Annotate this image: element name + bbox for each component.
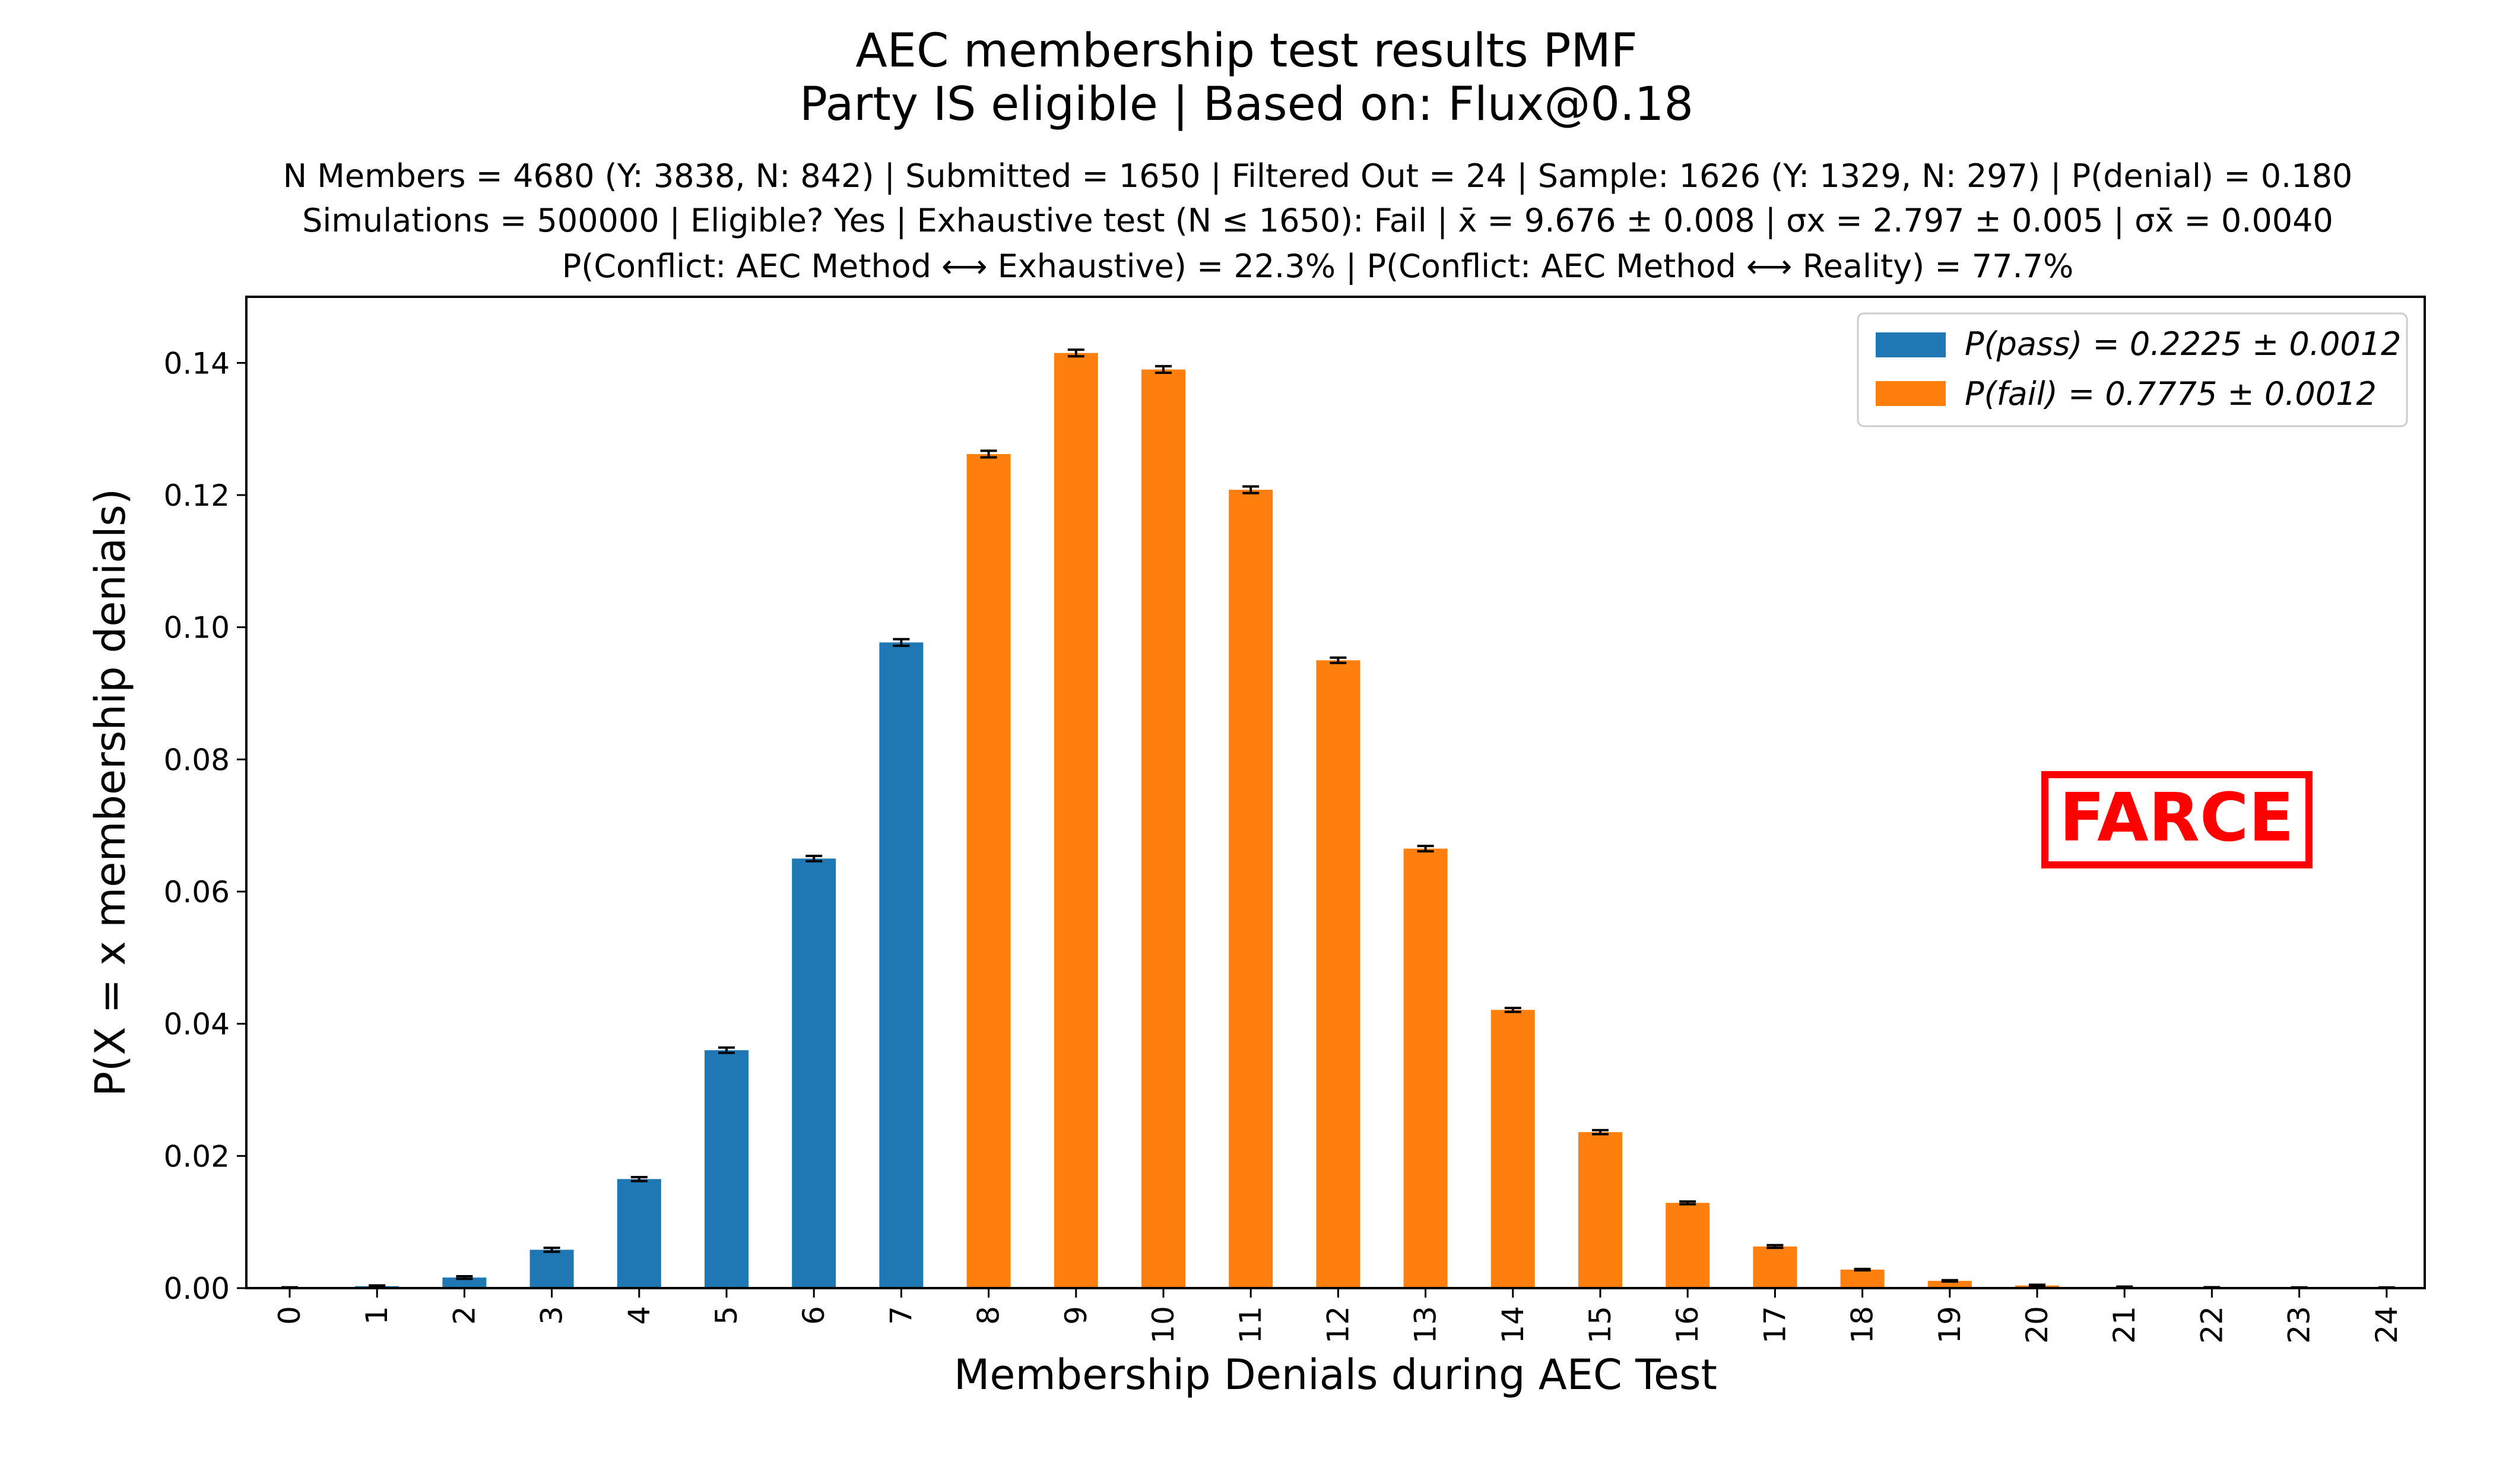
x-tick-label: 19: [1933, 1306, 1967, 1344]
bar-12: [1316, 660, 1360, 1288]
x-tick-label: 6: [797, 1306, 831, 1325]
bar-13: [1403, 848, 1448, 1288]
x-tick-label: 4: [622, 1306, 656, 1325]
x-tick-label: 0: [272, 1306, 307, 1325]
x-tick-label: 23: [2282, 1306, 2317, 1344]
x-tick-label: 14: [1496, 1306, 1530, 1344]
plot-frame: [245, 296, 2426, 1289]
legend-label-pass: P(pass) = 0.2225 ± 0.0012: [1965, 325, 2401, 363]
y-tick-label: 0.14: [164, 346, 230, 380]
farce-stamp-border: [2041, 771, 2313, 868]
y-tick-label: 0.02: [164, 1139, 230, 1174]
bar-18: [1840, 1269, 1885, 1288]
chart-title-line2: Party IS eligible | Based on: Flux@0.18: [800, 78, 1693, 131]
bar-17: [1753, 1246, 1797, 1288]
x-axis: 0 1 2 3 4 5 6 7 8 9 10 11 12 13 14 15 16 17 18 19 20 21 22 23 24: [272, 1288, 2404, 1344]
bar-10: [1141, 369, 1185, 1288]
x-tick-label: 16: [1670, 1306, 1705, 1344]
legend-box: [1857, 312, 2408, 427]
x-tick-label: 7: [884, 1306, 918, 1325]
x-tick-label: 5: [709, 1306, 744, 1325]
chart-subtitle-line2: Simulations = 500000 | Eligible? Yes | E…: [302, 202, 2333, 239]
x-tick-label: 1: [360, 1306, 394, 1325]
bar-16: [1666, 1203, 1710, 1288]
chart-title: AEC membership test results PMF: [855, 24, 1637, 78]
farce-stamp: FARCE: [2041, 771, 2313, 868]
y-tick-label: 0.12: [164, 478, 230, 513]
x-tick-label: 15: [1583, 1306, 1617, 1344]
bar-2: [442, 1277, 487, 1288]
x-tick-label: 8: [972, 1306, 1006, 1325]
legend-label-fail: P(fail) = 0.7775 ± 0.0012: [1965, 375, 2377, 413]
y-tick-label: 0.10: [164, 611, 230, 645]
bar-9: [1054, 353, 1098, 1289]
legend-swatch-pass: [1876, 332, 1946, 357]
chart-subtitle-line3: P(Conflict: AEC Method ⟷ Exhaustive) = 2…: [562, 248, 2074, 285]
y-tick-label: 0.00: [164, 1271, 230, 1306]
x-tick-label: 2: [447, 1306, 481, 1325]
y-axis-label: P(X = x membership denials): [86, 489, 135, 1096]
chart-subtitle-line1: N Members = 4680 (Y: 3838, N: 842) | Sub…: [283, 157, 2353, 195]
y-tick-label: 0.04: [164, 1007, 230, 1042]
x-tick-label: 22: [2194, 1306, 2229, 1344]
farce-stamp-text: FARCE: [2059, 779, 2294, 857]
bar-15: [1578, 1132, 1622, 1288]
x-tick-label: 3: [535, 1306, 569, 1325]
x-tick-label: 11: [1233, 1306, 1268, 1344]
bar-14: [1490, 1010, 1535, 1288]
bar-19: [1927, 1280, 1972, 1288]
bars-group: [268, 353, 2409, 1289]
x-tick-label: 21: [2107, 1306, 2142, 1344]
x-tick-label: 9: [1059, 1306, 1093, 1325]
bar-6: [792, 858, 836, 1288]
bar-3: [529, 1250, 574, 1288]
x-tick-label: 24: [2370, 1306, 2404, 1344]
x-tick-label: 10: [1146, 1306, 1181, 1344]
bar-5: [705, 1050, 748, 1288]
legend-swatch-fail: [1876, 381, 1946, 406]
bar-4: [617, 1179, 661, 1288]
x-tick-label: 20: [2020, 1306, 2054, 1344]
x-tick-label: 13: [1409, 1306, 1443, 1344]
bar-11: [1229, 490, 1273, 1289]
x-tick-label: 12: [1321, 1306, 1355, 1344]
y-tick-label: 0.06: [164, 875, 230, 909]
x-axis-label: Membership Denials during AEC Test: [954, 1350, 1717, 1399]
x-tick-label: 18: [1845, 1306, 1880, 1344]
y-tick-label: 0.08: [164, 743, 230, 777]
bar-8: [966, 454, 1011, 1288]
legend: P(pass) = 0.2225 ± 0.0012 P(fail) = 0.77…: [1857, 312, 2408, 427]
x-tick-label: 17: [1758, 1306, 1792, 1344]
bar-7: [879, 642, 924, 1288]
y-axis: 0.00 0.02 0.04 0.06 0.08 0.10 0.12 0.14: [164, 346, 246, 1306]
